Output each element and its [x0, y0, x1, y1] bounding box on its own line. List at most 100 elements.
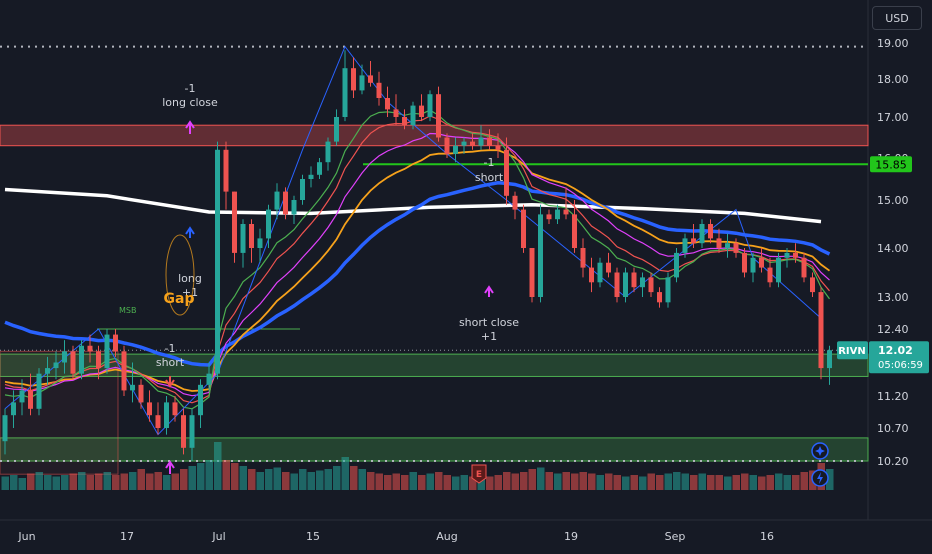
candle — [419, 94, 424, 122]
volume-bar — [826, 469, 834, 490]
volume-bar — [460, 475, 468, 490]
price-tag — [869, 341, 929, 374]
candle — [62, 340, 67, 374]
candle — [801, 252, 807, 283]
candle — [104, 329, 110, 374]
candle — [699, 219, 705, 248]
annotation-msb: MSB — [119, 306, 136, 315]
volume-bar — [792, 475, 800, 490]
candle-body — [2, 415, 8, 442]
volume-bar — [741, 473, 749, 490]
volume-bar — [477, 475, 485, 490]
ticker-tag — [837, 341, 868, 360]
candle-body — [11, 402, 16, 416]
volume-bar — [44, 475, 52, 490]
annotation-short-close-qty: +1 — [481, 330, 497, 343]
candle-body — [147, 402, 152, 416]
volume-bar — [137, 469, 145, 490]
volume-bar — [698, 473, 706, 490]
x-tick-label: 16 — [760, 530, 774, 543]
candle-body — [810, 277, 815, 293]
candle-body — [665, 277, 671, 303]
volume-bar — [180, 469, 188, 490]
volume-bar — [112, 475, 120, 490]
earnings-icon[interactable] — [471, 464, 487, 484]
candle — [130, 362, 135, 403]
volume-bar — [511, 473, 519, 490]
candle — [538, 204, 543, 303]
candle-body — [708, 224, 713, 239]
candle — [784, 248, 790, 268]
volume-bar — [316, 470, 324, 490]
x-tick-label: 19 — [564, 530, 578, 543]
supply-zone — [0, 124, 869, 147]
currency-button[interactable]: USD — [872, 6, 922, 30]
candle — [385, 86, 390, 117]
annotation-short2-qty: -1 — [484, 156, 495, 169]
candle — [19, 379, 25, 416]
candle-body — [155, 415, 161, 428]
candle — [308, 166, 314, 188]
candle-body — [283, 191, 288, 215]
candle — [164, 396, 169, 435]
candle-body — [546, 214, 552, 220]
candle — [767, 257, 773, 288]
candle-body — [410, 105, 416, 126]
annotation-short-close: short close — [459, 316, 519, 329]
candle-body — [572, 214, 577, 248]
ticker-symbol: RIVN — [838, 346, 866, 357]
candle — [53, 351, 59, 380]
candle-body — [62, 351, 67, 363]
candle — [410, 101, 416, 130]
candle — [716, 228, 722, 253]
candle — [563, 187, 569, 220]
volume-bar — [146, 473, 154, 490]
long-close-arrow-icon — [185, 120, 195, 134]
volume-bar — [783, 475, 791, 490]
volume-bar — [367, 472, 375, 490]
candle — [759, 248, 764, 273]
volume-bar — [214, 442, 222, 490]
y-tick-label: 15.00 — [877, 194, 909, 207]
candle-body — [495, 145, 501, 150]
candle — [147, 390, 152, 422]
candle-body — [470, 141, 475, 146]
volume-bar — [639, 476, 647, 490]
volume-bar — [120, 473, 128, 490]
volume-bar — [256, 472, 264, 490]
candle — [79, 340, 84, 380]
candle-body — [461, 141, 467, 146]
volume-bar — [528, 469, 536, 490]
volume-bar — [35, 472, 43, 490]
volume-bar — [358, 469, 366, 490]
candle-body — [172, 402, 178, 416]
candle-body — [104, 334, 110, 369]
candle-body — [427, 94, 433, 117]
volume-bar — [562, 472, 570, 490]
candle — [504, 137, 509, 205]
candle — [589, 257, 594, 293]
candle-body — [181, 415, 186, 448]
y-tick-label: 13.00 — [877, 291, 909, 304]
y-tick-label: 14.00 — [877, 242, 909, 255]
volume-bar — [265, 469, 273, 490]
volume-bar — [1, 476, 9, 490]
candle — [725, 233, 730, 258]
candle-body — [79, 345, 84, 374]
candle-body — [215, 149, 220, 374]
candle — [674, 248, 679, 283]
x-tick-label: 17 — [120, 530, 134, 543]
volume-bar — [205, 460, 213, 490]
candle — [648, 272, 654, 297]
short-close-arrow-icon — [484, 285, 494, 297]
candle-body — [648, 277, 654, 293]
volume-bar — [758, 476, 766, 490]
volume-bar — [622, 476, 630, 490]
candle — [155, 402, 161, 435]
price-tag-countdown: 05:06:59 — [878, 360, 923, 371]
candle-body — [53, 362, 59, 369]
volume-bar — [494, 475, 502, 490]
volume-bar — [341, 457, 349, 490]
price-tag-value: 12.02 — [878, 344, 913, 357]
